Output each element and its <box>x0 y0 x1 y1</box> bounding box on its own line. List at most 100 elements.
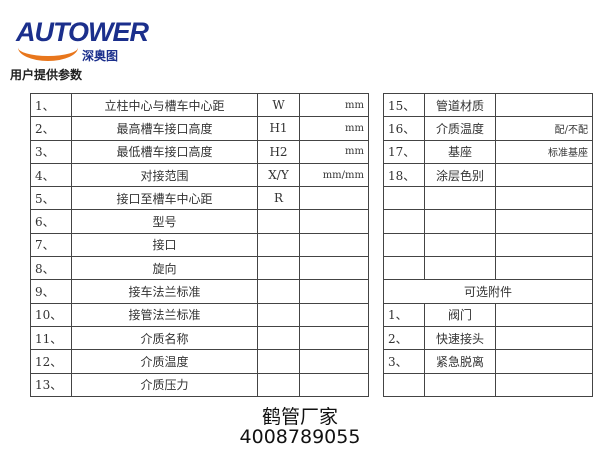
table-cell <box>383 372 425 397</box>
autower-logo: AUTOWER 深奥图 <box>12 14 149 63</box>
table-cell: 标准基座 <box>495 139 593 164</box>
table-cell <box>257 209 300 234</box>
table-cell: 管道材质 <box>424 92 496 118</box>
table-cell <box>383 256 425 281</box>
table-cell: mm <box>299 139 369 164</box>
table-cell: 最高槽车接口高度 <box>71 116 258 141</box>
footer-label: 鹤管厂家 <box>261 406 338 428</box>
table-cell <box>495 92 593 118</box>
logo-swoosh <box>18 34 78 61</box>
table-cell <box>299 349 369 374</box>
table-cell <box>495 302 593 327</box>
table-row: 1、 阀门 <box>383 302 593 327</box>
table-cell: 配/不配 <box>495 116 593 141</box>
table-cell: 1、 <box>30 92 72 118</box>
table-cell <box>299 209 369 234</box>
table-row <box>383 372 593 397</box>
table-cell <box>495 209 593 234</box>
table-cell: 介质压力 <box>71 372 258 397</box>
table-cell <box>257 232 300 258</box>
table-cell <box>257 256 300 281</box>
table-row: 13、 介质压力 <box>30 372 369 397</box>
table-cell <box>424 209 496 234</box>
table-row: 9、 接车法兰标准 <box>30 279 369 304</box>
table-cell: mm <box>299 116 369 141</box>
table-cell: H1 <box>257 116 300 141</box>
table-cell: 接车法兰标准 <box>71 279 258 304</box>
table-cell: 16、 <box>383 116 425 141</box>
table-cell: 4、 <box>30 162 72 188</box>
table-row: 10、 接管法兰标准 <box>30 302 369 327</box>
table-cell <box>424 256 496 281</box>
table-cell: mm <box>299 92 369 118</box>
table-cell <box>299 302 369 327</box>
table-cell: 3、 <box>383 349 425 374</box>
table-cell: 介质温度 <box>71 349 258 374</box>
table-cell: 6、 <box>30 209 72 234</box>
table-row: 7、 接口 <box>30 232 369 258</box>
table-row: 17、 基座 标准基座 <box>383 139 593 164</box>
table-cell <box>424 372 496 397</box>
table-cell <box>299 232 369 258</box>
table-cell: 8、 <box>30 256 72 281</box>
table-cell <box>299 256 369 281</box>
table-cell: 涂层色别 <box>424 162 496 188</box>
table-row <box>383 209 593 234</box>
table-cell: 接口 <box>71 232 258 258</box>
table-row: 8、 旋向 <box>30 256 369 281</box>
table-cell: 接口至槽车中心距 <box>71 186 258 211</box>
table-cell: R <box>257 186 300 211</box>
table-cell: 基座 <box>424 139 496 164</box>
table-cell <box>495 372 593 397</box>
table-row: 18、 涂层色别 <box>383 162 593 188</box>
table-cell: 2、 <box>30 116 72 141</box>
table-row: 3、 最低槽车接口高度 H2 mm <box>30 139 369 164</box>
table-cell <box>299 186 369 211</box>
table-row: 15、 管道材质 <box>383 92 593 118</box>
table-cell: 快速接头 <box>424 325 496 351</box>
table-row <box>383 232 593 258</box>
table-cell <box>257 302 300 327</box>
table-cell: 最低槽车接口高度 <box>71 139 258 164</box>
table-cell: X/Y <box>257 162 300 188</box>
table-cell: 对接范围 <box>71 162 258 188</box>
table-cell: 介质温度 <box>424 116 496 141</box>
table-cell: 7、 <box>30 232 72 258</box>
table-cell: 2、 <box>383 325 425 351</box>
table-cell <box>383 232 425 258</box>
table-cell <box>257 372 300 397</box>
table-cell <box>257 325 300 351</box>
footer-phone: 4008789055 <box>239 426 361 448</box>
table-cell: 11、 <box>30 325 72 351</box>
table-cell: 18、 <box>383 162 425 188</box>
table-row: 5、 接口至槽车中心距 R <box>30 186 369 211</box>
page-title: 用户提供参数 <box>10 68 83 82</box>
table-cell: 型号 <box>71 209 258 234</box>
table-cell: 1、 <box>383 302 425 327</box>
table-cell: 5、 <box>30 186 72 211</box>
table-cell <box>495 186 593 211</box>
table-cell: 15、 <box>383 92 425 118</box>
table-cell <box>257 349 300 374</box>
parameters-table-right: 15、 管道材质 16、 介质温度 配/不配 17、 基座 标准基座 18、 涂层色别 可选附件 1、… <box>383 92 593 397</box>
table-row: 2、 快速接头 <box>383 325 593 351</box>
table-cell: 17、 <box>383 139 425 164</box>
table-cell: 10、 <box>30 302 72 327</box>
table-row: 2、 最高槽车接口高度 H1 mm <box>30 116 369 141</box>
table-cell <box>495 232 593 258</box>
table-cell <box>424 232 496 258</box>
table-cell: 旋向 <box>71 256 258 281</box>
table-cell <box>495 256 593 281</box>
table-cell: mm/mm <box>299 162 369 188</box>
table-cell: 接管法兰标准 <box>71 302 258 327</box>
table-cell <box>495 162 593 188</box>
table-cell <box>299 325 369 351</box>
table-row: 4、 对接范围 X/Y mm/mm <box>30 162 369 188</box>
table-cell: 13、 <box>30 372 72 397</box>
logo-brand: AUTOWER <box>16 17 149 47</box>
table-cell <box>424 186 496 211</box>
table-row: 3、 紧急脱离 <box>383 349 593 374</box>
table-cell: 紧急脱离 <box>424 349 496 374</box>
